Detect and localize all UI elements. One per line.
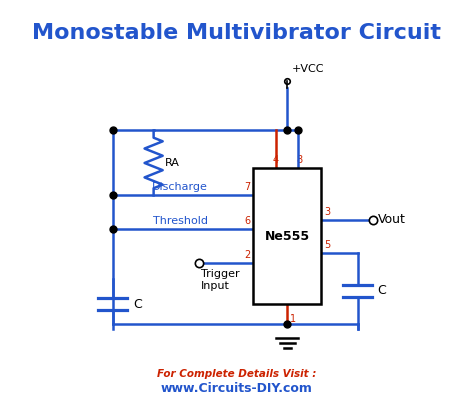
- Text: RA: RA: [164, 158, 179, 168]
- Text: 1: 1: [290, 314, 296, 324]
- Text: +VCC: +VCC: [292, 64, 324, 74]
- Text: 2: 2: [244, 251, 251, 260]
- Text: For Complete Details Visit :: For Complete Details Visit :: [157, 369, 317, 379]
- Text: C: C: [377, 284, 386, 297]
- Text: Monostable Multivibrator Circuit: Monostable Multivibrator Circuit: [33, 23, 441, 43]
- Text: Discharge: Discharge: [152, 183, 208, 192]
- Text: 3: 3: [324, 207, 330, 217]
- Text: Vout: Vout: [378, 213, 406, 226]
- Text: Trigger
Input: Trigger Input: [201, 269, 239, 291]
- Text: 5: 5: [324, 240, 330, 249]
- Text: Ne555: Ne555: [265, 230, 310, 243]
- Text: 4: 4: [273, 155, 279, 165]
- Text: 8: 8: [296, 155, 302, 165]
- Text: Threshold: Threshold: [153, 217, 208, 226]
- Text: www.Circuits-DIY.com: www.Circuits-DIY.com: [161, 382, 313, 395]
- Text: C: C: [133, 298, 142, 311]
- Text: 7: 7: [244, 183, 251, 192]
- Bar: [253, 168, 321, 304]
- Text: 6: 6: [245, 217, 251, 226]
